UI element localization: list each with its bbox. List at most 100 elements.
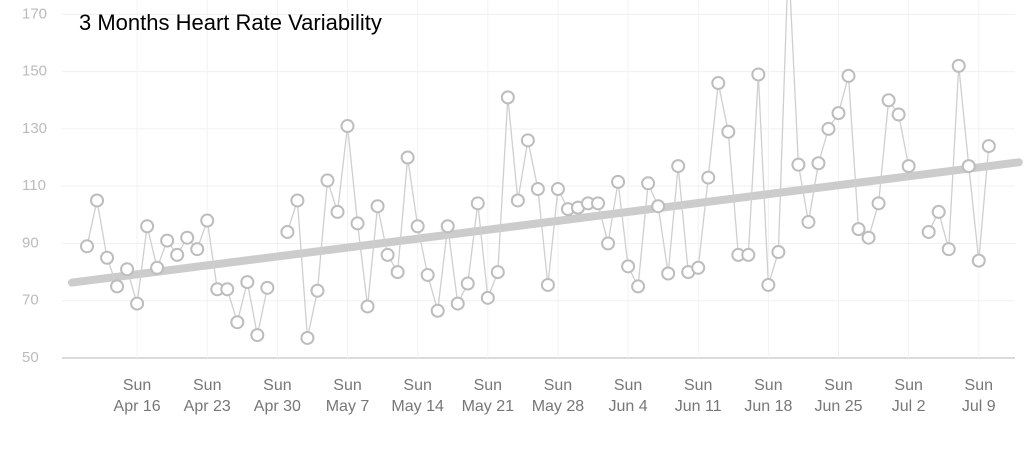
y-tick-label: 110 — [22, 177, 46, 194]
data-point — [701, 170, 716, 185]
data-point — [811, 156, 826, 171]
x-tick-label: Sun Jun 18 — [744, 377, 793, 415]
data-point — [80, 239, 94, 254]
data-point — [100, 250, 115, 265]
x-tick-label: Sun Apr 23 — [183, 377, 231, 415]
data-point — [460, 276, 475, 291]
data-point — [821, 121, 836, 136]
data-point — [621, 259, 636, 274]
data-point — [661, 266, 676, 281]
data-point — [941, 242, 956, 257]
data-point — [260, 280, 275, 295]
x-tick-label: Sun May 21 — [461, 377, 515, 415]
data-point — [601, 236, 616, 251]
data-point — [180, 230, 195, 245]
data-point — [490, 265, 505, 280]
data-point — [631, 279, 646, 294]
data-point — [761, 277, 776, 292]
data-point — [340, 119, 355, 134]
y-tick-label: 50 — [22, 349, 39, 366]
chart-title: 3 Months Heart Rate Variability — [79, 10, 382, 35]
data-point — [711, 76, 726, 91]
data-point — [350, 216, 365, 231]
data-point — [140, 219, 155, 234]
data-point — [841, 68, 856, 83]
trend-line — [67, 158, 1023, 287]
data-point — [190, 242, 205, 257]
data-point — [691, 260, 706, 275]
data-point — [831, 106, 846, 121]
data-point — [641, 176, 656, 191]
data-point — [891, 107, 906, 122]
data-point — [110, 279, 125, 294]
y-tick-label: 150 — [22, 63, 47, 80]
data-point — [530, 182, 545, 197]
data-point — [300, 330, 315, 345]
data-point — [400, 150, 415, 165]
data-point — [120, 262, 135, 277]
data-point — [420, 267, 435, 282]
y-tick-label: 90 — [22, 234, 39, 251]
y-tick-label: 70 — [22, 292, 39, 309]
x-tick-label: Sun May 28 — [531, 377, 585, 415]
data-point — [200, 213, 215, 228]
data-point — [160, 233, 175, 248]
data-point — [360, 299, 375, 314]
data-point — [220, 282, 235, 297]
plot-area — [67, 0, 1023, 345]
data-point — [320, 173, 335, 188]
x-tick-label: Sun Jul 9 — [961, 377, 996, 415]
data-point — [651, 199, 666, 214]
data-point — [851, 222, 866, 237]
data-point — [250, 328, 265, 343]
data-point — [881, 93, 896, 108]
data-point — [961, 159, 976, 174]
data-point — [931, 204, 946, 219]
data-point — [951, 58, 966, 73]
data-point — [751, 67, 766, 82]
data-point — [510, 193, 525, 208]
data-point — [520, 133, 535, 148]
data-point — [741, 247, 756, 262]
data-point — [480, 290, 495, 305]
data-point — [550, 182, 565, 197]
data-point — [671, 159, 686, 174]
data-point — [611, 174, 626, 189]
data-point — [450, 296, 465, 311]
data-point — [380, 247, 395, 262]
data-point — [130, 296, 145, 311]
data-point — [290, 193, 305, 208]
data-point — [470, 196, 485, 211]
x-tick-label: Sun May 14 — [391, 377, 444, 415]
x-tick-label: Sun Apr 30 — [253, 377, 301, 415]
data-point — [390, 265, 405, 280]
data-point — [370, 199, 385, 214]
data-point — [240, 275, 255, 290]
data-point — [170, 247, 185, 262]
data-point — [90, 193, 105, 208]
data-point — [861, 230, 876, 245]
data-point — [230, 315, 245, 330]
x-tick-label: Sun Apr 16 — [113, 377, 161, 415]
data-point — [430, 303, 445, 318]
x-tick-label: Sun Jun 11 — [674, 377, 722, 415]
data-point — [440, 219, 455, 234]
data-point — [310, 283, 325, 298]
data-point — [410, 219, 425, 234]
data-point — [721, 124, 736, 139]
x-tick-label: Sun Jun 25 — [814, 377, 863, 415]
data-point — [791, 157, 806, 172]
y-tick-label: 130 — [22, 120, 47, 137]
data-point — [971, 253, 986, 268]
data-point — [150, 260, 165, 275]
data-point — [540, 277, 555, 292]
data-point — [921, 224, 936, 239]
data-point — [801, 214, 816, 229]
data-point — [280, 224, 295, 239]
data-point — [901, 159, 916, 174]
x-tick-label: Sun May 7 — [325, 377, 370, 415]
data-point — [591, 196, 606, 211]
data-point — [981, 139, 996, 154]
